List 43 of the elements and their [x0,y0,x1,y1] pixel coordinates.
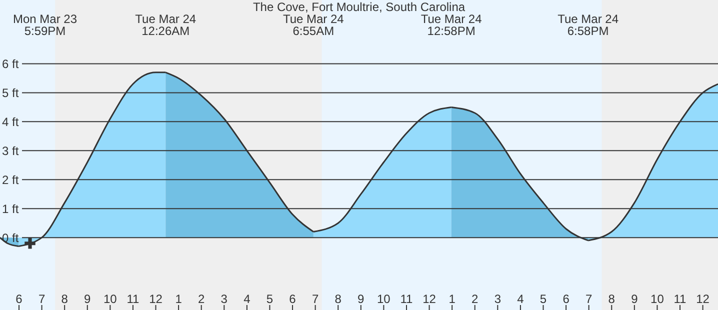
x-tick-label: 7 [585,292,592,306]
x-tick-label: 8 [61,292,68,306]
x-tick-label: 11 [126,292,140,306]
x-tick-label: 6 [16,292,23,306]
x-tick-label: 1 [175,292,182,306]
x-tick-label: 3 [494,292,502,306]
annotation: Mon Mar 23 5:59PM [12,12,78,38]
x-tick-label: 3 [220,292,228,306]
x-tick-label: 11 [674,292,687,306]
x-tick-label: 10 [650,292,664,306]
x-tick-label: 9 [631,292,638,306]
y-tick-label: 4 ft [2,114,20,129]
x-tick-label: 8 [608,292,616,306]
x-tick-label: 12 [696,292,710,306]
x-tick-label: 10 [377,292,391,306]
y-tick-label: 6 ft [2,57,20,71]
x-tick-label: 5 [540,292,547,306]
x-tick-label: 4 [517,292,524,306]
y-tick-label: 2 ft [2,172,20,187]
x-tick-label: 7 [38,292,46,306]
x-tick-label: 1 [448,292,456,306]
annotation: Tue Mar 24 6:58PM [556,12,620,38]
y-tick-label: 5 ft [2,86,20,100]
x-tick-label: 9 [84,292,92,306]
chart-title: The Cove, Fort Moultrie, South Carolina [252,0,466,14]
x-tick-label: 11 [400,292,414,306]
x-tick-label: 12 [422,292,436,306]
annotation: Tue Mar 24 6:55AM [282,12,344,38]
x-tick-label: 6 [289,292,296,306]
x-tick-label: 9 [358,292,365,306]
annotation: Tue Mar 24 12:58PM [420,12,483,38]
x-tick-label: 4 [244,292,251,306]
x-tick-label: 2 [472,292,479,306]
x-tick-label: 10 [103,292,118,306]
x-tick-label: 5 [266,292,274,306]
y-tick-label: 3 ft [2,144,20,158]
y-tick-label: 1 ft [2,202,20,216]
annotation: Tue Mar 24 12:26AM [134,12,198,38]
x-tick-label: 2 [198,292,205,306]
x-tick-label: 8 [334,292,342,306]
x-tick-label: 12 [149,292,163,306]
x-tick-label: 6 [562,292,570,306]
x-tick-label: 7 [312,292,319,306]
